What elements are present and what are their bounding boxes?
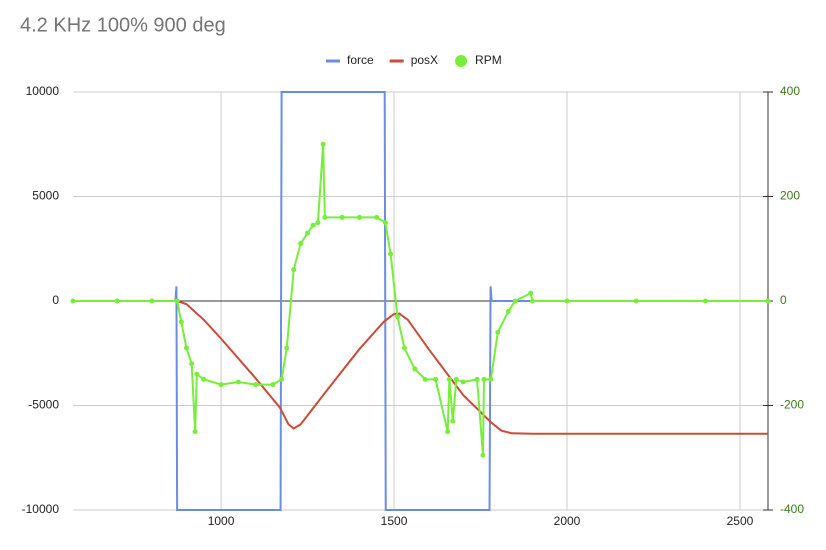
point: [284, 345, 290, 351]
chart-title: 4.2 KHz 100% 900 deg: [20, 14, 226, 36]
point: [505, 308, 511, 314]
point: [564, 298, 570, 304]
point: [422, 376, 428, 382]
y2-tick-label: -400: [780, 502, 804, 516]
point: [488, 376, 494, 382]
point: [279, 376, 285, 382]
point: [474, 376, 480, 382]
point: [322, 214, 328, 220]
point: [298, 241, 304, 247]
point: [382, 220, 388, 226]
point: [394, 314, 400, 320]
point: [270, 382, 276, 388]
point: [174, 298, 180, 304]
point: [633, 298, 639, 304]
point: [235, 379, 241, 385]
point: [178, 319, 184, 325]
point: [495, 329, 501, 335]
point: [702, 298, 708, 304]
legend-label: posX: [411, 53, 438, 67]
x-tick-label: 1000: [208, 514, 235, 528]
point: [374, 214, 380, 220]
point: [320, 141, 326, 147]
y2-tick-label: 0: [780, 293, 787, 307]
y-tick-label: 0: [52, 293, 59, 307]
series-line: [73, 91, 768, 511]
point: [481, 376, 487, 382]
point: [189, 361, 195, 367]
point: [149, 298, 155, 304]
point: [388, 251, 394, 257]
y2-tick-label: 200: [780, 189, 800, 203]
legend-label: RPM: [475, 53, 502, 67]
point: [291, 267, 297, 273]
point: [480, 452, 486, 458]
point: [70, 298, 76, 304]
point: [218, 382, 224, 388]
point: [529, 298, 535, 304]
x-tick-label: 1500: [381, 514, 408, 528]
point: [433, 376, 439, 382]
point: [412, 366, 418, 372]
legend-swatch: [455, 55, 468, 67]
point: [528, 290, 534, 296]
y-tick-label: -5000: [28, 398, 59, 412]
x-tick-label: 2500: [727, 514, 754, 528]
point: [310, 222, 316, 228]
point: [356, 214, 362, 220]
point: [192, 429, 198, 435]
point: [453, 376, 459, 382]
point: [305, 230, 311, 236]
y-tick-label: -10000: [22, 502, 60, 516]
x-tick-label: 2000: [554, 514, 581, 528]
point: [401, 345, 407, 351]
point: [512, 298, 518, 304]
point: [315, 220, 321, 226]
y-tick-label: 5000: [32, 189, 59, 203]
point: [445, 429, 451, 435]
point: [450, 418, 456, 424]
point: [194, 371, 200, 377]
point: [201, 376, 207, 382]
y-tick-label: 10000: [26, 84, 60, 98]
point: [253, 382, 259, 388]
point: [446, 376, 452, 382]
point: [339, 214, 345, 220]
point: [765, 298, 771, 304]
y2-tick-label: 400: [780, 84, 800, 98]
y2-tick-label: -200: [780, 398, 804, 412]
point: [460, 379, 466, 385]
series-line: [73, 300, 768, 435]
point: [114, 298, 120, 304]
point: [183, 345, 189, 351]
legend-label: force: [347, 53, 374, 67]
